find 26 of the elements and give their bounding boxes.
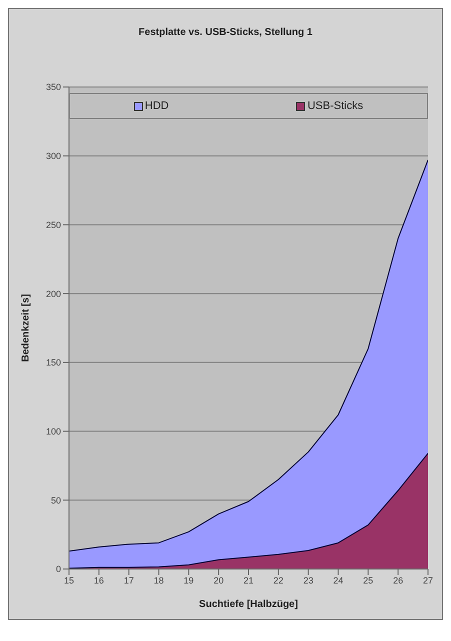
x-tick-label: 21 <box>243 575 254 586</box>
y-tick-label: 100 <box>46 426 61 436</box>
y-axis-title: Bedenkzeit [s] <box>20 294 32 362</box>
x-tick-label: 15 <box>64 575 74 586</box>
y-tick-label: 350 <box>46 82 61 92</box>
legend-label: USB-Sticks <box>306 100 364 112</box>
x-tick-label: 24 <box>333 575 344 586</box>
legend-label: HDD <box>144 100 169 112</box>
x-tick-label: 22 <box>273 575 284 586</box>
y-tick-label: 150 <box>46 358 61 368</box>
x-tick-label: 25 <box>363 575 374 586</box>
y-tick-label: 250 <box>46 220 61 230</box>
x-tick-label: 17 <box>124 575 134 586</box>
x-tick-label: 19 <box>184 575 194 586</box>
y-tick-label: 50 <box>50 495 61 506</box>
x-tick-label: 26 <box>393 575 404 586</box>
x-tick-label: 27 <box>422 575 434 586</box>
x-tick-label: 18 <box>154 575 164 586</box>
chart-title: Festplatte vs. USB-Sticks, Stellung 1 <box>138 26 314 40</box>
x-tick-label: 16 <box>94 575 104 586</box>
x-tick-label: 23 <box>303 575 314 586</box>
x-axis-title: Suchtiefe [Halbzüge] <box>199 599 298 610</box>
y-tick-label: 200 <box>46 288 61 299</box>
x-tick-label: 20 <box>214 575 224 586</box>
y-tick-label: 0 <box>56 564 61 574</box>
y-tick-label: 300 <box>46 151 61 162</box>
